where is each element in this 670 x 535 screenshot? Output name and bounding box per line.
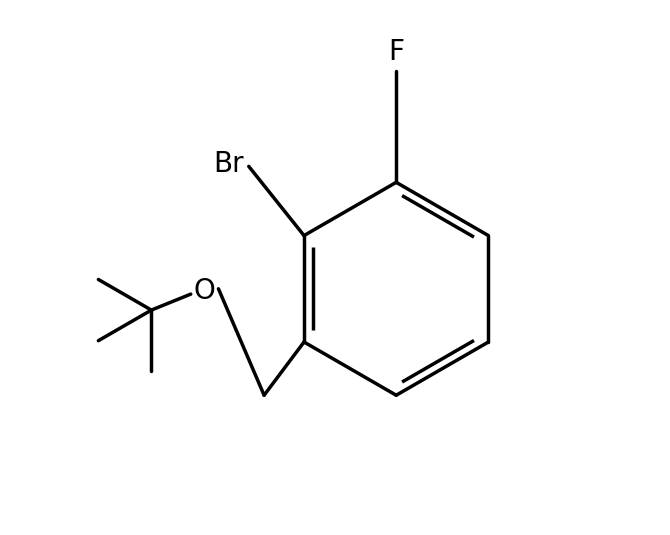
Text: F: F (388, 38, 404, 66)
Text: Br: Br (213, 150, 244, 178)
Text: O: O (194, 278, 216, 305)
